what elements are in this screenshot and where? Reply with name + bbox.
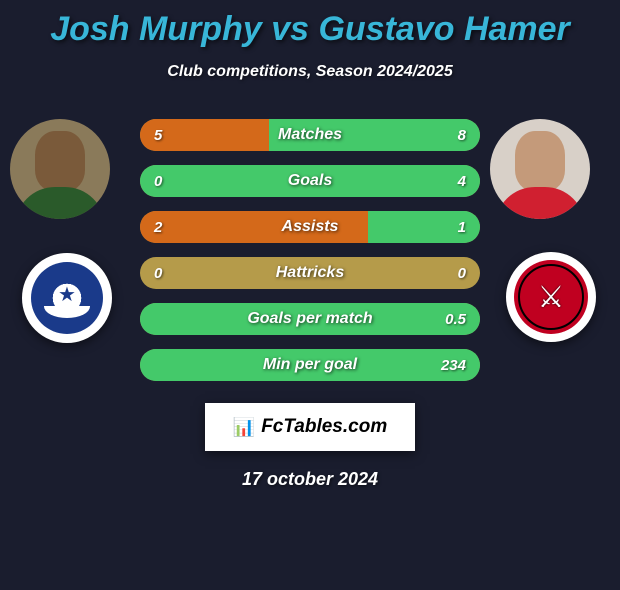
stat-value-right: 0.5 <box>445 311 466 328</box>
player1-avatar <box>10 119 110 219</box>
stat-value-left: 5 <box>154 127 162 144</box>
stat-value-right: 0 <box>458 265 466 282</box>
player1-club-crest <box>22 253 112 343</box>
stat-bar: 0.5 Goals per match <box>140 303 480 335</box>
stat-value-right: 8 <box>458 127 466 144</box>
stat-label: Goals per match <box>247 310 372 328</box>
stat-bar: 5 8 Matches <box>140 119 480 151</box>
stat-bar: 0 0 Hattricks <box>140 257 480 289</box>
stat-value-left: 2 <box>154 219 162 236</box>
stat-bar: 234 Min per goal <box>140 349 480 381</box>
stat-value-right: 4 <box>458 173 466 190</box>
stat-bar: 2 1 Assists <box>140 211 480 243</box>
stat-label: Min per goal <box>263 356 357 374</box>
player2-club-crest <box>506 252 596 342</box>
stat-bar: 0 4 Goals <box>140 165 480 197</box>
page-title: Josh Murphy vs Gustavo Hamer <box>0 10 620 49</box>
stat-value-left: 0 <box>154 173 162 190</box>
portsmouth-crest-icon <box>31 262 103 334</box>
stat-value-right: 234 <box>441 357 466 374</box>
brand-icon: 📊 <box>233 417 255 438</box>
stat-label: Hattricks <box>276 264 344 282</box>
stat-label: Assists <box>282 218 339 236</box>
stat-label: Goals <box>288 172 332 190</box>
date-label: 17 october 2024 <box>0 469 620 490</box>
subtitle: Club competitions, Season 2024/2025 <box>0 63 620 81</box>
stat-value-right: 1 <box>458 219 466 236</box>
player2-avatar <box>490 119 590 219</box>
comparison-panel: 5 8 Matches 0 4 Goals 2 1 Assists 0 0 Hattricks 0.5 G… <box>0 119 620 490</box>
brand-badge: 📊 FcTables.com <box>205 403 415 451</box>
stat-value-left: 0 <box>154 265 162 282</box>
stat-bars: 5 8 Matches 0 4 Goals 2 1 Assists 0 0 Hattricks 0.5 G… <box>140 119 480 381</box>
stat-label: Matches <box>278 126 342 144</box>
brand-label: FcTables.com <box>261 416 387 438</box>
sheffield-united-crest-icon <box>514 260 588 334</box>
